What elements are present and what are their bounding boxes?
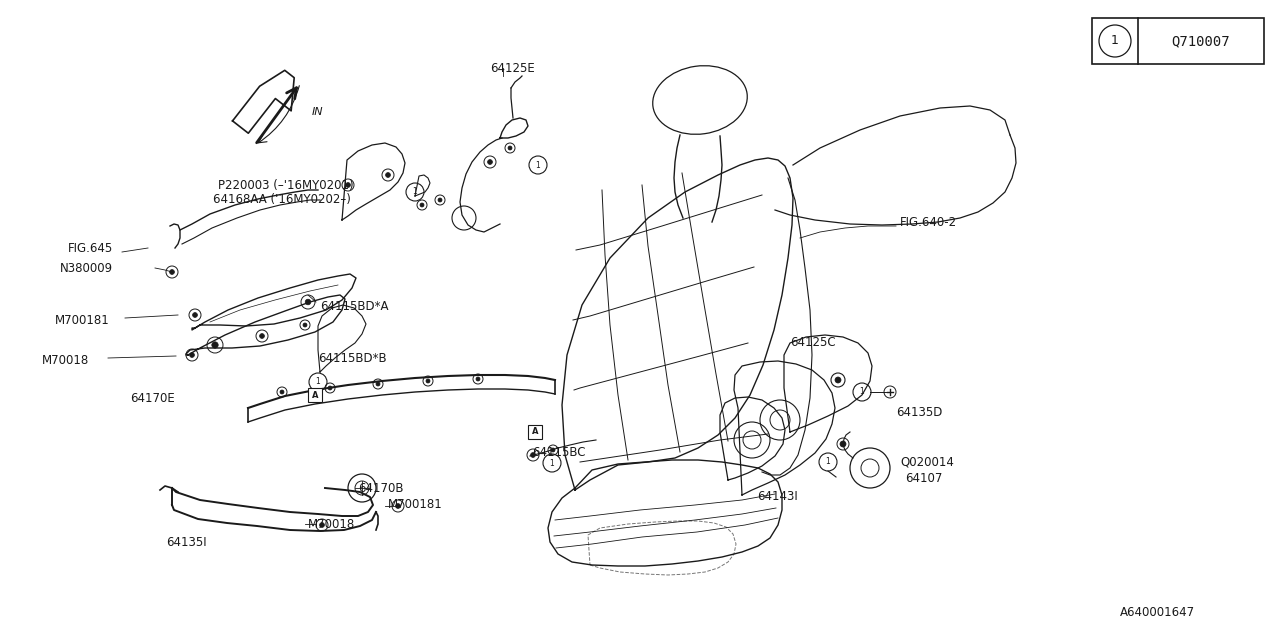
Circle shape — [169, 269, 174, 275]
Circle shape — [320, 523, 324, 527]
Text: 1: 1 — [316, 378, 320, 387]
Text: 1: 1 — [860, 387, 864, 397]
Text: 64135I: 64135I — [166, 536, 206, 548]
Text: 1: 1 — [826, 458, 831, 467]
Circle shape — [426, 379, 430, 383]
Text: 64170B: 64170B — [358, 481, 403, 495]
Text: Q020014: Q020014 — [900, 456, 954, 468]
Text: 1: 1 — [412, 188, 417, 196]
Text: IN: IN — [312, 107, 324, 117]
Text: 64115BD*B: 64115BD*B — [317, 351, 387, 365]
Text: 1: 1 — [535, 161, 540, 170]
Circle shape — [303, 323, 307, 327]
Text: A640001647: A640001647 — [1120, 605, 1196, 618]
Circle shape — [420, 203, 424, 207]
Text: 64170E: 64170E — [131, 392, 175, 404]
Circle shape — [376, 382, 380, 386]
Text: P220003 (–'16MY0201): P220003 (–'16MY0201) — [218, 179, 353, 191]
Circle shape — [550, 448, 556, 452]
Text: M700181: M700181 — [388, 499, 443, 511]
Text: 64107: 64107 — [905, 472, 942, 484]
Text: 1: 1 — [1111, 35, 1119, 47]
Text: 64125C: 64125C — [790, 335, 836, 349]
Bar — [1092, 18, 1265, 64]
Text: 1: 1 — [549, 458, 554, 467]
Circle shape — [280, 390, 284, 394]
Text: FIG.645: FIG.645 — [68, 241, 113, 255]
Circle shape — [305, 299, 311, 305]
Text: 64125E: 64125E — [490, 61, 535, 74]
Text: A: A — [531, 428, 539, 436]
Circle shape — [189, 353, 195, 357]
Text: M700181: M700181 — [55, 314, 110, 326]
Text: M70018: M70018 — [42, 353, 90, 367]
Circle shape — [438, 198, 442, 202]
Circle shape — [396, 504, 401, 508]
Text: FIG.640-2: FIG.640-2 — [900, 216, 957, 228]
Circle shape — [508, 146, 512, 150]
Text: 64115BC: 64115BC — [532, 447, 585, 460]
Circle shape — [835, 377, 841, 383]
Bar — [308, 388, 323, 402]
Text: 64143I: 64143I — [756, 490, 797, 502]
Circle shape — [328, 386, 332, 390]
Bar — [529, 425, 541, 439]
Text: Q710007: Q710007 — [1171, 34, 1230, 48]
Text: 64168AA ('16MY0202–): 64168AA ('16MY0202–) — [212, 193, 351, 207]
Circle shape — [192, 312, 197, 317]
Text: 64115BD*A: 64115BD*A — [320, 300, 389, 312]
Circle shape — [476, 377, 480, 381]
Circle shape — [346, 182, 351, 188]
Circle shape — [211, 342, 218, 348]
Text: N380009: N380009 — [60, 262, 113, 275]
Circle shape — [385, 173, 390, 177]
Text: 64135D: 64135D — [896, 406, 942, 419]
Text: M70018: M70018 — [308, 518, 356, 531]
Text: A: A — [312, 390, 319, 399]
Circle shape — [488, 159, 493, 164]
Circle shape — [531, 452, 535, 458]
Circle shape — [260, 333, 265, 339]
Circle shape — [840, 441, 846, 447]
